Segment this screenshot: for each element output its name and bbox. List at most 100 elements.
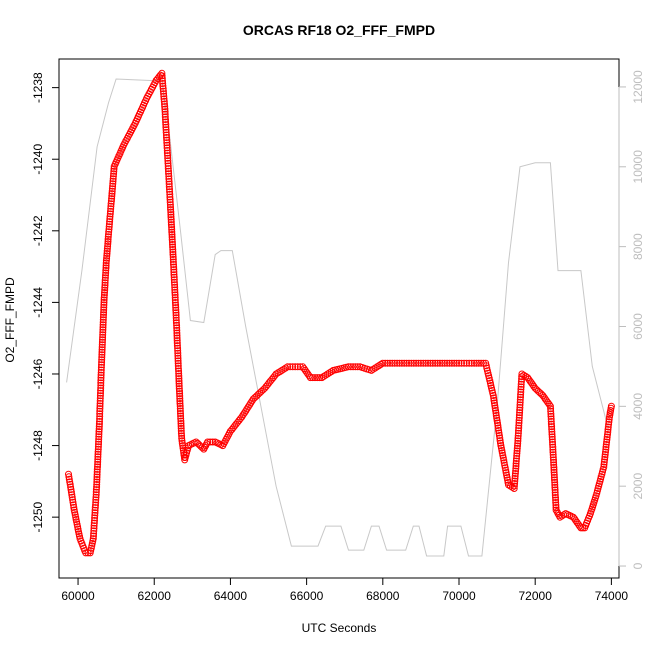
data-point [495,427,503,434]
data-point [604,431,611,438]
data-point [178,437,186,445]
red-circle-series [65,69,615,557]
data-point [491,402,499,409]
data-point [349,363,357,371]
data-point [90,527,98,535]
data-point [109,180,117,188]
data-point [163,147,171,154]
data-point [403,359,411,367]
data-point [175,380,183,388]
data-point [166,198,174,206]
data-point [495,432,503,439]
data-point [163,141,171,149]
data-point [173,329,181,337]
data-point [67,483,75,491]
data-point [324,370,332,378]
data-point [494,419,501,427]
data-point [108,187,116,195]
data-point [178,434,186,442]
y-tick-label: -1250 [31,501,45,532]
data-point [164,165,172,173]
data-point [98,346,106,354]
data-point [175,367,183,375]
data-point [104,238,112,245]
data-point [296,363,304,371]
data-point [515,414,523,422]
data-point [98,358,106,366]
data-point [100,298,108,306]
data-point [98,361,105,369]
data-point [499,451,507,459]
data-point [168,238,176,246]
data-point [498,447,506,454]
data-point [110,167,118,175]
data-point [175,372,183,380]
data-point [198,444,206,452]
data-point [159,87,167,95]
data-point [100,308,108,316]
data-point [94,443,102,451]
data-point [168,228,176,236]
data-point [502,469,510,477]
data-point [171,294,179,301]
data-point [517,383,525,391]
data-point [446,359,453,367]
data-point [95,428,103,436]
data-point [492,407,500,414]
data-point [101,279,109,287]
data-point [162,118,170,126]
data-point [498,449,506,457]
data-point [161,105,169,113]
data-point [513,455,520,462]
data-point [407,359,415,367]
y2-tick-label: 10000 [631,150,645,184]
data-point [97,381,105,389]
data-point [384,359,392,367]
data-point [549,448,557,456]
data-point [515,424,523,432]
data-point [412,359,420,367]
data-point [548,435,556,443]
data-point [172,314,180,322]
data-point [178,439,186,447]
data-point [475,359,483,367]
data-point [495,429,503,437]
data-point [405,359,413,367]
x-tick-label: 60000 [61,589,95,603]
data-point [547,407,555,415]
data-point [106,213,114,220]
data-point [550,468,558,476]
data-point [289,363,297,371]
data-point [517,385,525,393]
data-point [95,420,103,428]
data-point [94,460,102,468]
data-point [104,235,112,243]
data-point [490,399,498,407]
data-point [109,177,117,185]
y-tick-label: -1244 [31,287,45,318]
data-point [502,466,510,474]
data-point [516,404,524,411]
x-tick-label: 66000 [290,589,324,603]
data-point [104,242,112,250]
data-point [458,359,465,367]
data-point [108,190,116,198]
data-point [167,208,175,216]
data-point [65,470,72,478]
data-point [551,486,559,494]
data-point [67,486,75,493]
data-point [551,483,559,491]
data-point [97,384,105,392]
data-point [381,359,389,367]
data-point [547,415,555,423]
data-point [460,359,468,367]
data-point [102,257,110,265]
data-point [511,470,519,477]
data-point [169,246,177,253]
data-point [176,407,184,415]
data-point [96,405,104,413]
data-point [174,357,182,365]
data-point [514,429,522,437]
data-point [516,398,524,406]
